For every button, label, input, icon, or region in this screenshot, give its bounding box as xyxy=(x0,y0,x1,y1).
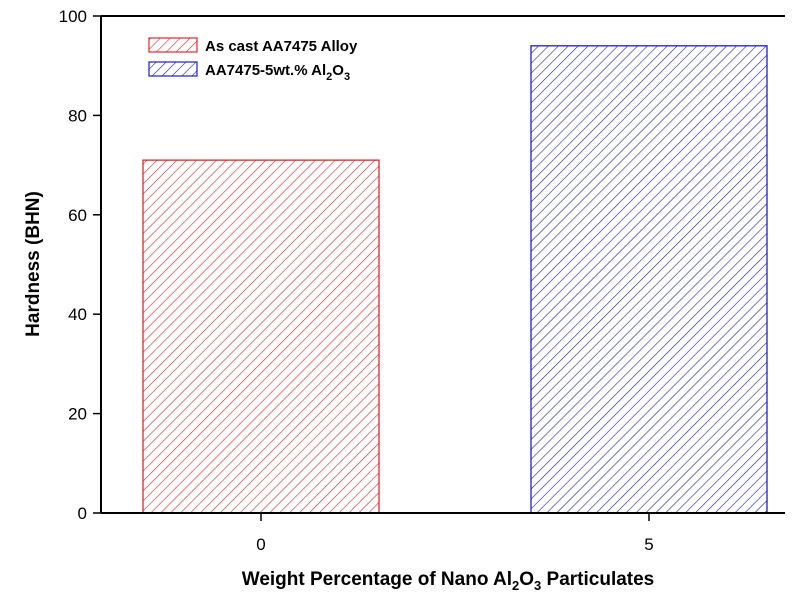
y-tick-label: 100 xyxy=(59,7,87,26)
y-tick-label: 60 xyxy=(68,206,87,225)
y-tick-label: 40 xyxy=(68,305,87,324)
x-tick-label: 0 xyxy=(256,535,265,554)
legend-swatch xyxy=(148,61,198,77)
axes-layer xyxy=(100,15,785,514)
bars-layer xyxy=(142,45,768,514)
legend-label: As cast AA7475 Alloy xyxy=(205,38,358,55)
y-axis-title: Hardness (BHN) xyxy=(23,191,44,337)
y-tick-label: 20 xyxy=(68,405,87,424)
ticks-layer: 0 20 40 60 80 100 0 5 xyxy=(59,7,654,554)
legend-swatch xyxy=(148,37,198,53)
y-tick-label: 0 xyxy=(78,504,87,523)
y-tick-label: 80 xyxy=(68,106,87,125)
legend: As cast AA7475 Alloy AA7475-5wt.% Al2O3 xyxy=(148,37,358,83)
x-tick-label: 5 xyxy=(644,535,653,554)
bar-5 xyxy=(530,45,768,514)
legend-label: AA7475-5wt.% Al2O3 xyxy=(205,62,350,83)
x-axis-title: Weight Percentage of Nano Al2O3 Particul… xyxy=(242,569,655,593)
bar-0 xyxy=(142,159,380,514)
